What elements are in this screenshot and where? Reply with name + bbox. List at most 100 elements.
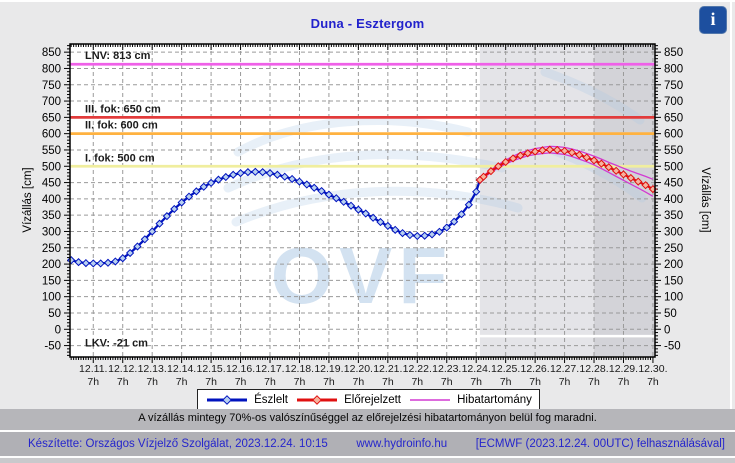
- svg-text:50: 50: [48, 308, 61, 320]
- svg-text:12.11.: 12.11.: [79, 363, 107, 375]
- svg-text:700: 700: [42, 96, 61, 108]
- svg-text:700: 700: [664, 96, 683, 108]
- svg-text:650: 650: [42, 112, 61, 124]
- svg-text:7h: 7h: [588, 376, 600, 388]
- svg-text:12.23.: 12.23.: [432, 363, 461, 375]
- svg-text:450: 450: [664, 178, 683, 190]
- right-edge-highlight: [730, 0, 732, 430]
- svg-text:7h: 7h: [559, 376, 571, 388]
- svg-text:12.24.: 12.24.: [462, 363, 491, 375]
- svg-text:7h: 7h: [618, 376, 630, 388]
- svg-text:550: 550: [42, 145, 61, 157]
- observed-series-markers: [67, 167, 484, 268]
- forecast-series-markers: [475, 145, 658, 194]
- svg-text:12.12.: 12.12.: [108, 363, 137, 375]
- y-axis-title-left: Vízállás [cm]: [22, 167, 34, 232]
- legend-swatch-icon: [410, 398, 451, 401]
- footer-credit: Készítette: Országos Vízjelző Szolgálat,…: [28, 438, 328, 450]
- svg-text:0: 0: [664, 324, 670, 336]
- svg-text:7h: 7h: [323, 376, 335, 388]
- reference-lines: LNV: 813 cm III. fok: 650 cm II. fok: 600 …: [70, 50, 655, 350]
- legend-item: Észlelt: [205, 393, 288, 407]
- legend-swatch-icon: [297, 394, 338, 405]
- top-edge-highlight: [0, 0, 735, 2]
- svg-text:7h: 7h: [647, 376, 659, 388]
- svg-text:500: 500: [664, 161, 683, 173]
- svg-text:750: 750: [42, 80, 61, 92]
- svg-text:0: 0: [55, 324, 61, 336]
- note-band: [0, 409, 735, 430]
- footer: Készítette: Országos Vízjelző Szolgálat,…: [0, 432, 735, 456]
- svg-text:7h: 7h: [411, 376, 423, 388]
- separator-line: [0, 430, 735, 432]
- ref-line-label: LNV: 813 cm: [85, 50, 151, 62]
- ovf-watermark-text: OVF: [271, 231, 453, 320]
- svg-text:7h: 7h: [176, 376, 188, 388]
- bottom-strip: [0, 458, 735, 463]
- legend-label: Hibatartomány: [457, 393, 532, 406]
- svg-text:12.20.: 12.20.: [344, 363, 373, 375]
- svg-text:7h: 7h: [87, 376, 99, 388]
- confidence-note: A vízállás mintegy 70%-os valószínűségge…: [138, 412, 597, 424]
- y-axis-labels: -50 -50 0 0 50 50 100 100 150 150 200 200 250 250 300 3…: [42, 47, 683, 352]
- svg-text:12.17.: 12.17.: [255, 363, 284, 375]
- svg-text:400: 400: [42, 194, 61, 206]
- svg-text:12.29.: 12.29.: [609, 363, 638, 375]
- ref-line-label: I. fok: 500 cm: [85, 152, 155, 164]
- svg-text:350: 350: [664, 210, 683, 222]
- svg-text:7h: 7h: [529, 376, 541, 388]
- svg-text:250: 250: [42, 243, 61, 255]
- svg-text:800: 800: [42, 63, 61, 75]
- svg-text:250: 250: [664, 243, 683, 255]
- svg-text:7h: 7h: [205, 376, 217, 388]
- x-axis-labels: 12.11.7h12.12.7h12.13.7h12.14.7h12.15.7h…: [79, 363, 667, 388]
- svg-text:7h: 7h: [500, 376, 512, 388]
- legend-item: Hibatartomány: [408, 393, 532, 407]
- svg-text:200: 200: [42, 259, 61, 271]
- footer-site-link[interactable]: www.hydroinfo.hu: [356, 438, 448, 450]
- svg-text:12.16.: 12.16.: [226, 363, 255, 375]
- forecast-zone-2: [594, 44, 655, 357]
- svg-text:12.14.: 12.14.: [167, 363, 196, 375]
- legend-label: Észlelt: [254, 393, 288, 406]
- svg-text:550: 550: [664, 145, 683, 157]
- svg-text:-50: -50: [664, 341, 681, 353]
- svg-text:650: 650: [664, 112, 683, 124]
- svg-text:50: 50: [664, 308, 677, 320]
- legend-label: Előrejelzett: [344, 393, 401, 406]
- gridlines: [70, 44, 655, 357]
- svg-text:12.25.: 12.25.: [491, 363, 520, 375]
- svg-text:850: 850: [664, 47, 683, 59]
- svg-text:300: 300: [42, 226, 61, 238]
- svg-text:100: 100: [42, 292, 61, 304]
- svg-text:12.15.: 12.15.: [196, 363, 225, 375]
- svg-text:12.21.: 12.21.: [373, 363, 402, 375]
- info-button[interactable]: i: [699, 6, 727, 34]
- svg-text:12.28.: 12.28.: [579, 363, 608, 375]
- svg-text:350: 350: [42, 210, 61, 222]
- svg-text:7h: 7h: [117, 376, 129, 388]
- ref-line-label: III. fok: 650 cm: [85, 103, 161, 115]
- legend-item: Előrejelzett: [295, 393, 401, 407]
- svg-text:150: 150: [42, 275, 61, 287]
- svg-text:7h: 7h: [264, 376, 276, 388]
- svg-text:7h: 7h: [382, 376, 394, 388]
- svg-text:12.13.: 12.13.: [138, 363, 167, 375]
- svg-text:150: 150: [664, 275, 683, 287]
- forecast-zone-1: [479, 44, 595, 357]
- svg-text:400: 400: [664, 194, 683, 206]
- svg-text:7h: 7h: [146, 376, 158, 388]
- page-title: Duna - Esztergom: [310, 16, 425, 31]
- svg-text:300: 300: [664, 226, 683, 238]
- svg-text:-50: -50: [44, 341, 61, 353]
- footer-model-info: [ECMWF (2023.12.24. 00UTC) felhasználásá…: [475, 438, 725, 450]
- svg-text:600: 600: [664, 129, 683, 141]
- svg-text:450: 450: [42, 178, 61, 190]
- y-axis-title-right: Vízállás [cm]: [699, 167, 711, 232]
- info-icon: i: [710, 9, 716, 29]
- water-level-chart: OVF LNV: 813 cm III. fok: 650 cm II. fok: 6…: [22, 43, 711, 388]
- svg-text:7h: 7h: [294, 376, 306, 388]
- legend-swatch-icon: [207, 394, 248, 405]
- svg-text:7h: 7h: [470, 376, 482, 388]
